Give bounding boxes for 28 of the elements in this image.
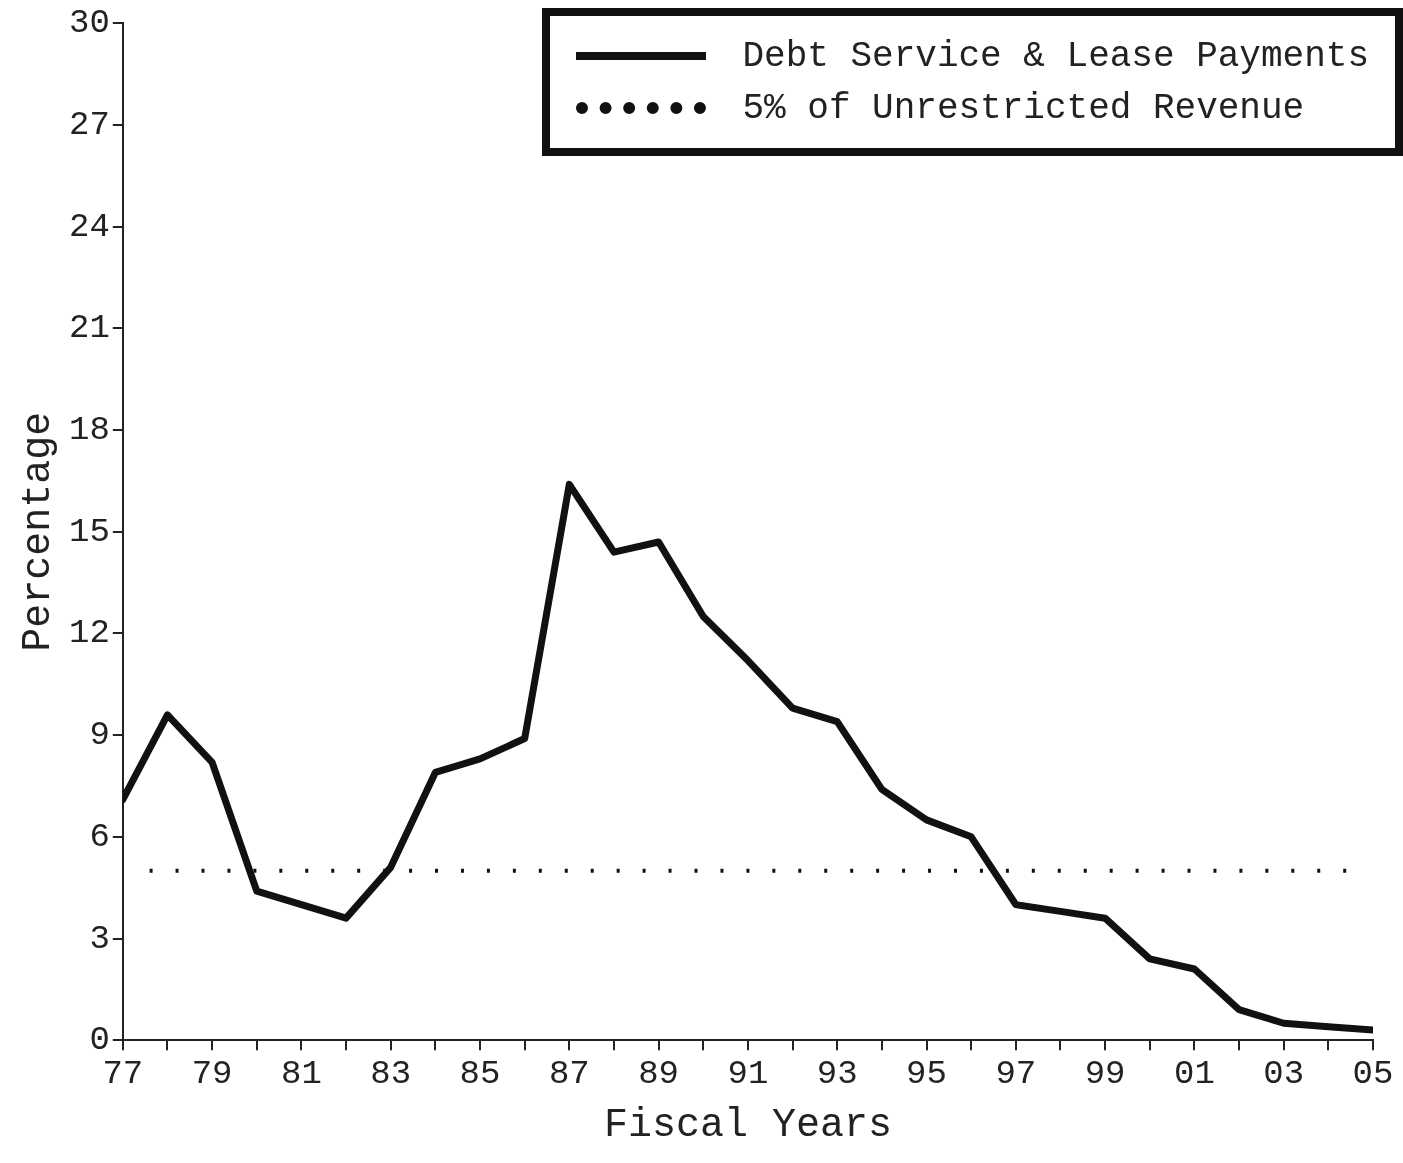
y-axis-title: Percentage — [15, 411, 61, 652]
legend-label: 5% of Unrestricted Revenue — [742, 87, 1305, 129]
x-tick-label: 03 — [1263, 1054, 1305, 1093]
y-tick-label: 18 — [68, 411, 110, 450]
y-tick-label: 6 — [89, 817, 110, 856]
y-tick-label: 12 — [68, 614, 110, 653]
x-tick-label: 95 — [906, 1054, 947, 1093]
x-tick-label: 83 — [370, 1054, 412, 1093]
legend-label: Debt Service & Lease Payments — [742, 35, 1369, 77]
x-tick-label: 85 — [459, 1054, 501, 1093]
x-axis-title: Fiscal Years — [603, 1102, 892, 1148]
y-tick-label: 9 — [89, 716, 110, 755]
x-tick-label: 97 — [995, 1054, 1037, 1093]
x-tick-label: 99 — [1084, 1054, 1126, 1093]
y-tick-label: 27 — [68, 106, 110, 145]
x-tick-label: 05 — [1352, 1054, 1394, 1093]
x-tick-label: 81 — [281, 1054, 322, 1093]
x-tick-label: 01 — [1173, 1054, 1215, 1093]
x-tick-label: 89 — [638, 1054, 680, 1093]
y-tick-label: 15 — [68, 512, 110, 551]
y-tick-label: 3 — [89, 919, 110, 958]
x-tick-label: 87 — [548, 1054, 590, 1093]
y-tick-label: 21 — [68, 309, 110, 348]
y-tick-label: 24 — [68, 207, 110, 246]
x-tick-label: 79 — [191, 1054, 233, 1093]
x-tick-label: 93 — [816, 1054, 858, 1093]
y-tick-label: 30 — [68, 4, 110, 43]
x-tick-label: 91 — [727, 1054, 769, 1093]
